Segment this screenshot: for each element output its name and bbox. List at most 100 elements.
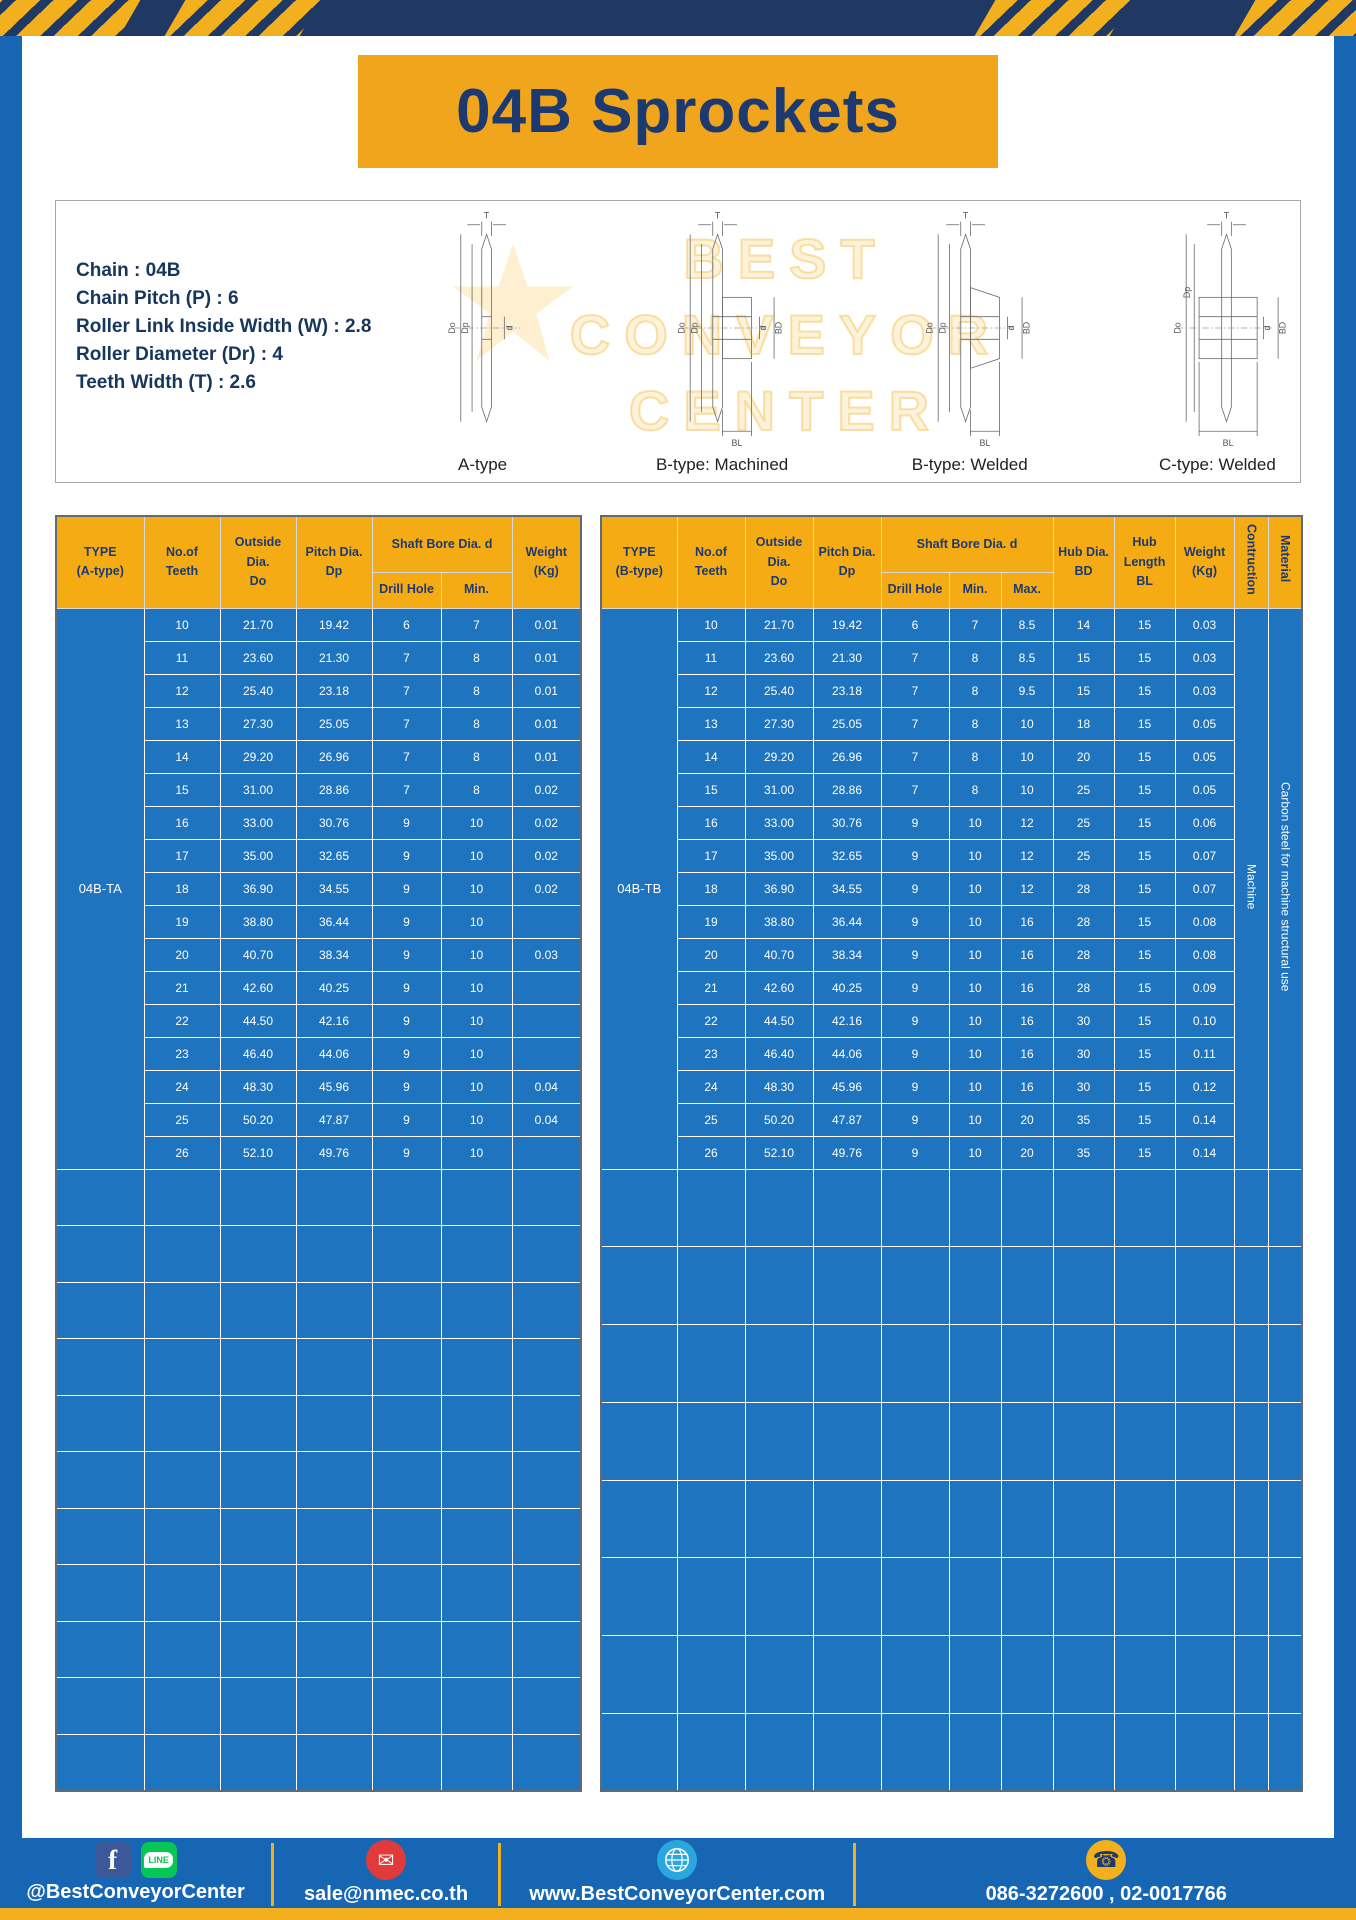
empty-cell [55,1620,145,1678]
table-row: 12 25.40 23.18 7 8 9.5 15 15 0.03 [601,673,1302,708]
table-cell: 0.03 [1174,607,1235,642]
footer-social-text: @BestConveyorCenter [26,1881,245,1903]
table-cell: 23 [143,1036,221,1071]
empty-cell [1052,1324,1115,1403]
table-row: 11 23.60 21.30 7 8 8.5 15 15 0.03 [601,640,1302,675]
empty-cell [676,1324,746,1403]
empty-cell [143,1564,221,1622]
empty-cell [744,1635,814,1714]
table-cell: 9 [371,1036,442,1071]
empty-cell [812,1246,882,1325]
table-cell: 8 [440,673,513,708]
table-cell: 10 [440,1102,513,1137]
table-cell: 9 [371,805,442,840]
table-cell: 26 [143,1135,221,1170]
table-row: 17 35.00 32.65 9 10 12 25 15 0.07 [601,838,1302,873]
table-cell: 11 [676,640,746,675]
empty-cell [1267,1635,1303,1714]
table-cell: 38.34 [812,937,882,972]
table-cell: 8 [440,706,513,741]
table-cell: 24 [676,1069,746,1104]
svg-text:T: T [484,210,490,220]
empty-cell [55,1394,145,1452]
svg-text:Do: Do [925,322,935,333]
col-header-pitch-dia: Pitch Dia. Dp [295,515,373,609]
empty-cell [55,1677,145,1735]
svg-text:BL: BL [732,438,743,448]
empty-row [55,1564,582,1622]
empty-cell [143,1225,221,1283]
svg-text:Do: Do [677,322,687,333]
table-cell: 27.30 [744,706,814,741]
table-cell: 8 [948,772,1002,807]
table-cell: 23.18 [295,673,373,708]
table-cell: 9 [880,904,950,939]
empty-cell [55,1733,145,1791]
empty-cell [55,1225,145,1283]
empty-cell [812,1479,882,1559]
table-cell: 30 [1052,1036,1115,1071]
table-cell: 20 [1000,1102,1054,1137]
empty-cell [219,1620,297,1678]
table-cell: 18 [143,871,221,906]
table-cell: 10 [948,1135,1002,1170]
svg-text:Do: Do [447,322,457,333]
empty-cell [676,1557,746,1636]
svg-text:Dp: Dp [460,322,470,333]
table-cell: 28 [1052,970,1115,1005]
table-cell: 10 [1000,772,1054,807]
table-cell: 42.16 [812,1003,882,1038]
empty-cell [295,1394,373,1452]
empty-cell [371,1338,442,1396]
empty-cell [1052,1246,1115,1325]
empty-cell [219,1225,297,1283]
table-cell: 9 [371,904,442,939]
hazard-stripe [162,0,323,36]
empty-cell [1174,1635,1235,1714]
empty-cell [371,1168,442,1226]
table-cell: 15 [1113,739,1176,774]
table-cell: 7 [371,739,442,774]
table-cell: 15 [1113,871,1176,906]
empty-cell [440,1168,513,1226]
empty-cell [812,1712,882,1792]
empty-cell [812,1635,882,1714]
spec-line: Roller Link Inside Width (W) : 2.8 [76,316,372,337]
empty-cell [1113,1712,1176,1792]
empty-cell [1174,1246,1235,1325]
table-cell: 28 [1052,937,1115,972]
svg-text:d: d [1262,325,1272,330]
empty-cell [600,1557,678,1636]
table-cell: 44.50 [744,1003,814,1038]
hazard-stripe [1232,0,1356,36]
table-cell: 23.60 [744,640,814,675]
empty-cell [948,1557,1002,1636]
empty-cell [1000,1635,1054,1714]
svg-text:Do: Do [1172,322,1182,333]
footer-website-text: www.BestConveyorCenter.com [529,1883,826,1905]
empty-cell [1113,1401,1176,1481]
footer-email-section: ✉ sale@nmec.co.th [274,1838,498,1920]
empty-cell [1233,1557,1269,1636]
table-cell: 10 [1000,706,1054,741]
empty-cell [511,1225,582,1283]
drawing-b-type-machined: T Do Dp d BD [645,207,798,475]
drawing-label: C-type: Welded [1158,455,1276,474]
empty-row [600,1324,1303,1403]
empty-cell [55,1451,145,1509]
spec-line: Chain : 04B [76,260,181,281]
table-cell: 8 [948,640,1002,675]
table-cell: 10 [948,1003,1002,1038]
empty-cell [1267,1246,1303,1325]
table-row: 13 27.30 25.05 7 8 10 18 15 0.05 [601,706,1302,741]
table-cell: 9 [880,871,950,906]
table-cell: 0.11 [1174,1036,1235,1071]
table-cell: 9 [880,937,950,972]
empty-cell [55,1338,145,1396]
table-cell: 16 [1000,970,1054,1005]
table-cell: 9 [880,838,950,873]
empty-cell [219,1677,297,1735]
empty-row [600,1168,1303,1248]
empty-cell [744,1712,814,1792]
table-cell: 21.70 [744,607,814,642]
